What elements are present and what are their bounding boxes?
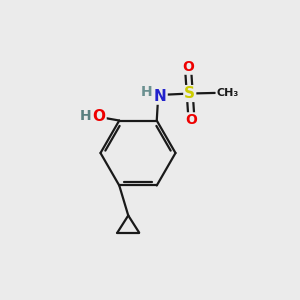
Text: H: H bbox=[80, 109, 91, 123]
Text: O: O bbox=[93, 109, 106, 124]
Text: O: O bbox=[182, 60, 194, 74]
Text: O: O bbox=[185, 113, 197, 127]
Text: S: S bbox=[184, 86, 195, 101]
Text: N: N bbox=[154, 89, 167, 104]
Text: CH₃: CH₃ bbox=[216, 88, 239, 98]
Text: H: H bbox=[140, 85, 152, 99]
